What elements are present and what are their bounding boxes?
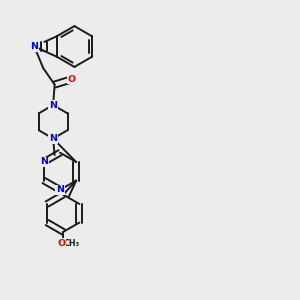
- Text: CH₃: CH₃: [64, 239, 80, 248]
- Text: N: N: [56, 185, 64, 194]
- Text: N: N: [30, 42, 38, 51]
- Text: O: O: [58, 239, 66, 248]
- Text: O: O: [68, 75, 76, 84]
- Text: N: N: [40, 158, 48, 166]
- Text: N: N: [49, 100, 57, 109]
- Text: N: N: [49, 134, 57, 143]
